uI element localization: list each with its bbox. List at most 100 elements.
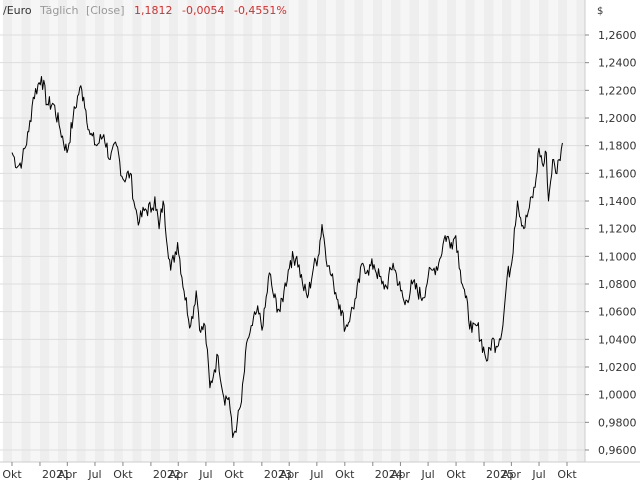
month-band (557, 0, 567, 462)
x-tick-label: Okt (2, 468, 22, 480)
month-band (529, 0, 540, 462)
horizontal-grid (0, 34, 585, 451)
x-tick-label: Okt (557, 468, 577, 480)
month-band (344, 0, 355, 462)
month-band (271, 0, 280, 462)
month-band (178, 0, 188, 462)
month-band (67, 0, 77, 462)
y-tick-label: 1,2000 (598, 112, 637, 125)
y-tick-label: 1,1200 (598, 223, 637, 236)
month-band (49, 0, 58, 462)
month-band (400, 0, 410, 462)
x-tick-label: Apr (58, 468, 78, 480)
month-band (446, 0, 457, 462)
month-band (205, 0, 216, 462)
y-axis: 1,2600 1,2400 1,2200 1,2000 1,1800 1,1600 1,14… (585, 29, 637, 457)
month-band (12, 0, 22, 462)
y-tick-label: 1,0000 (598, 389, 637, 402)
x-tick-label: Okt (335, 468, 355, 480)
month-band (132, 0, 142, 462)
month-band (168, 0, 179, 462)
price-type-label: [Close] (86, 4, 125, 17)
currency-label: $ (597, 6, 603, 17)
month-band (326, 0, 336, 462)
y-tick-label: 0,9600 (598, 444, 637, 457)
y-tick-label: 1,1400 (598, 195, 637, 208)
x-tick-label: 2025 (486, 468, 514, 480)
chart-header: /Euro Täglich [Close] 1,1812 -0,0054 -0,… (3, 4, 287, 17)
y-tick-label: 1,0400 (598, 333, 637, 346)
x-tick-label: Jul (531, 468, 545, 480)
month-band (150, 0, 161, 462)
month-band (465, 0, 475, 462)
last-price: 1,1812 (134, 4, 173, 17)
y-tick-label: 1,1000 (598, 250, 637, 263)
month-band (2, 0, 13, 462)
month-band (520, 0, 530, 462)
x-tick-label: Okt (446, 468, 466, 480)
month-band (252, 0, 262, 462)
month-band (233, 0, 244, 462)
month-band (30, 0, 40, 462)
month-band (122, 0, 133, 462)
month-band (298, 0, 308, 462)
symbol-name: /Euro (3, 4, 32, 17)
month-band (428, 0, 438, 462)
month-band (456, 0, 466, 462)
month-band (94, 0, 105, 462)
month-band (113, 0, 123, 462)
month-band (372, 0, 383, 462)
background-bands (2, 0, 585, 462)
month-band (279, 0, 290, 462)
x-tick-label: Okt (113, 468, 133, 480)
month-band (576, 0, 585, 462)
month-band (85, 0, 95, 462)
month-band (382, 0, 392, 462)
x-tick-label: 2022 (153, 468, 181, 480)
x-tick-label: Apr (280, 468, 300, 480)
y-tick-label: 1,0600 (598, 306, 637, 319)
month-band (391, 0, 401, 462)
y-tick-label: 1,0200 (598, 361, 637, 374)
month-band (39, 0, 50, 462)
period-label: Täglich (39, 4, 78, 17)
month-band (160, 0, 169, 462)
month-band (409, 0, 419, 462)
month-band (354, 0, 364, 462)
month-band (335, 0, 345, 462)
x-tick-label: 2024 (375, 468, 403, 480)
month-band (243, 0, 253, 462)
price-change: -0,0054 (182, 4, 224, 17)
month-band (501, 0, 512, 462)
y-tick-label: 1,1800 (598, 140, 637, 153)
month-band (307, 0, 317, 462)
month-band (215, 0, 225, 462)
y-tick-label: 1,2600 (598, 29, 637, 42)
y-tick-label: 1,1600 (598, 167, 637, 180)
month-band (539, 0, 549, 462)
x-tick-label: Jul (198, 468, 212, 480)
y-tick-label: 1,0800 (598, 278, 637, 291)
x-tick-label: Jul (420, 468, 434, 480)
month-band (187, 0, 197, 462)
month-band (196, 0, 206, 462)
month-band (57, 0, 68, 462)
y-tick-label: 1,2200 (598, 84, 637, 97)
price-change-percent: -0,4551% (234, 4, 287, 17)
x-tick-label: Jul (309, 468, 323, 480)
month-band (567, 0, 577, 462)
x-tick-label: Apr (502, 468, 522, 480)
x-tick-label: Apr (169, 468, 189, 480)
x-tick-label: Apr (391, 468, 411, 480)
month-band (363, 0, 373, 462)
month-band (437, 0, 447, 462)
y-tick-label: 1,2400 (598, 57, 637, 70)
month-band (224, 0, 234, 462)
month-band (548, 0, 558, 462)
month-band (261, 0, 272, 462)
x-tick-label: Jul (87, 468, 101, 480)
month-band (493, 0, 502, 462)
